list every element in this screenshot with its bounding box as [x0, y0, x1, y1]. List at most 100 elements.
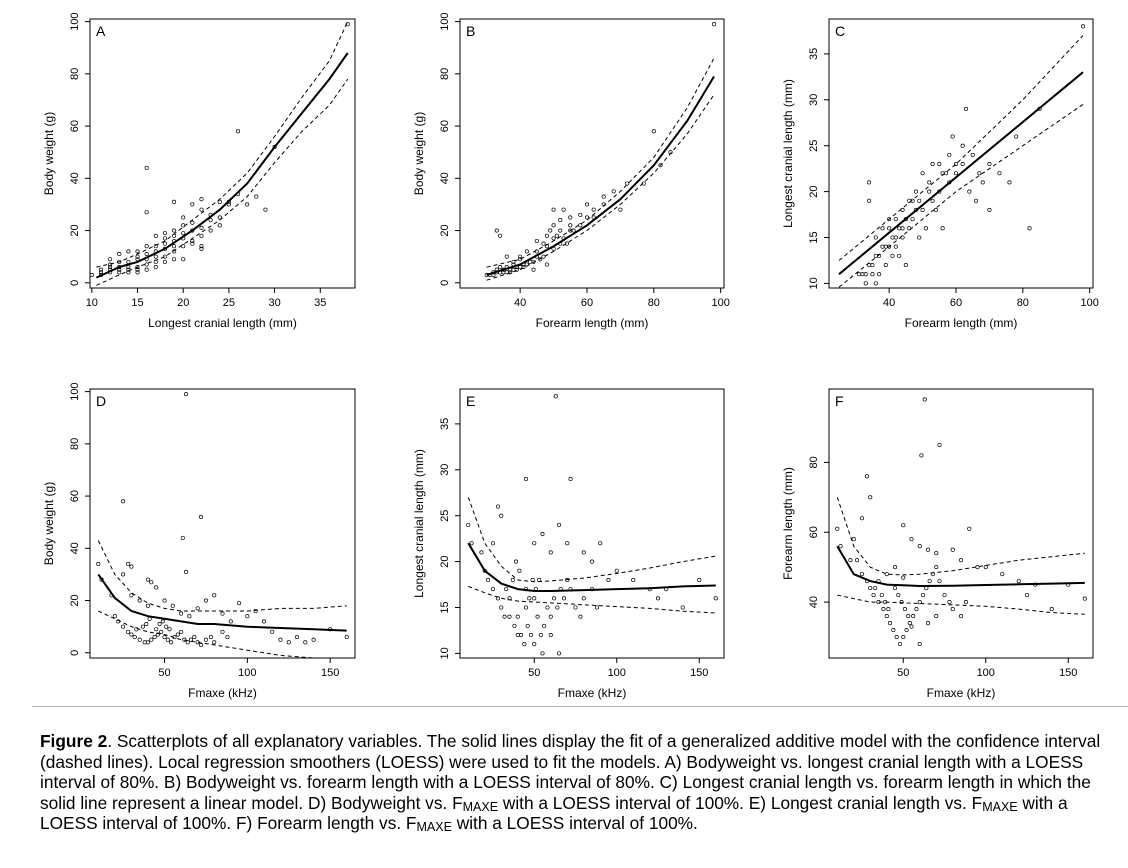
data-point — [184, 392, 189, 397]
data-point — [859, 516, 865, 521]
data-point — [145, 577, 151, 582]
x-tick-label: 50 — [158, 667, 170, 679]
ci-lower-line — [98, 610, 347, 658]
y-tick-label: 25 — [439, 510, 451, 522]
data-point — [485, 577, 491, 583]
data-point — [594, 605, 600, 610]
data-point — [531, 267, 536, 272]
data-point — [873, 586, 878, 591]
data-point — [198, 514, 204, 520]
data-point — [565, 541, 570, 546]
data-point — [208, 635, 213, 640]
data-point — [135, 265, 140, 270]
data-point — [270, 629, 275, 634]
x-tick-label: 100 — [1080, 297, 1098, 309]
data-point — [208, 218, 213, 223]
data-point — [217, 215, 222, 220]
data-point — [983, 565, 988, 570]
panel-letter: D — [96, 393, 106, 409]
data-point — [527, 596, 532, 601]
data-point — [893, 217, 898, 222]
data-point — [907, 621, 912, 626]
data-point — [535, 614, 540, 619]
data-point — [135, 267, 140, 272]
data-point — [953, 162, 959, 167]
data-point — [254, 194, 259, 199]
data-point — [881, 607, 886, 612]
data-point — [909, 537, 914, 542]
data-point — [235, 129, 241, 134]
y-tick-label: 10 — [439, 647, 451, 659]
data-point — [651, 129, 656, 134]
data-point — [126, 259, 131, 264]
data-point — [172, 257, 177, 262]
data-point — [551, 207, 556, 212]
ci-upper-line — [836, 497, 1085, 576]
x-tick-label: 80 — [1017, 297, 1029, 309]
data-point — [515, 614, 520, 619]
data-point — [126, 629, 131, 634]
data-point — [495, 504, 501, 509]
data-point — [504, 587, 509, 592]
data-point — [573, 605, 578, 610]
data-point — [551, 236, 556, 241]
data-point — [132, 635, 137, 640]
data-point — [528, 259, 533, 264]
data-point — [121, 624, 126, 629]
caption-text-2: with a LOESS interval of 100%. E) Longes… — [498, 792, 983, 813]
data-point — [164, 624, 169, 629]
data-point — [910, 217, 915, 222]
panel-c: 40 60 80 100 10 15 20 25 30 35 Forearm length (mm)… — [781, 18, 1099, 330]
data-point — [245, 202, 250, 207]
data-point — [556, 651, 562, 656]
data-point — [469, 541, 474, 546]
data-point — [162, 598, 167, 603]
data-point — [896, 593, 901, 598]
data-point — [987, 207, 992, 213]
panel-f: 50 100 150 40 60 80 Fmaxe (kHz) Forearm length … — [781, 388, 1094, 700]
fit-line — [838, 71, 1084, 275]
caption-subscript-2: MAXE — [982, 799, 1018, 814]
data-point — [261, 619, 266, 624]
data-point — [940, 226, 945, 231]
data-point — [873, 235, 878, 240]
data-point — [1027, 226, 1032, 231]
data-point — [913, 189, 918, 194]
x-tick-label: 50 — [897, 667, 909, 679]
data-point — [153, 233, 158, 238]
data-point — [182, 637, 187, 642]
fit-line — [97, 573, 347, 632]
data-point — [117, 251, 122, 257]
data-point — [108, 257, 113, 262]
data-point — [950, 607, 955, 612]
data-point — [199, 233, 204, 238]
data-point — [134, 627, 139, 632]
data-point — [589, 559, 595, 564]
data-point — [611, 189, 616, 194]
data-point — [618, 207, 623, 212]
data-point — [937, 579, 942, 584]
data-point — [950, 547, 955, 552]
data-point — [169, 640, 174, 645]
data-point — [937, 442, 942, 447]
data-point — [129, 564, 134, 569]
data-point — [286, 640, 291, 645]
data-point — [977, 171, 982, 176]
data-point — [541, 241, 546, 246]
x-axis-label: Longest cranial length (mm) — [148, 316, 297, 330]
data-point — [713, 596, 718, 601]
data-point — [601, 194, 606, 199]
data-point — [920, 171, 925, 176]
data-point — [155, 632, 160, 637]
data-point — [551, 596, 557, 601]
data-point — [98, 270, 104, 275]
data-point — [129, 632, 134, 637]
data-point — [135, 254, 140, 259]
data-point — [902, 607, 907, 612]
data-point — [495, 596, 501, 601]
data-point — [867, 180, 872, 185]
data-point — [556, 522, 562, 527]
data-point — [203, 598, 208, 603]
data-point — [922, 397, 927, 402]
